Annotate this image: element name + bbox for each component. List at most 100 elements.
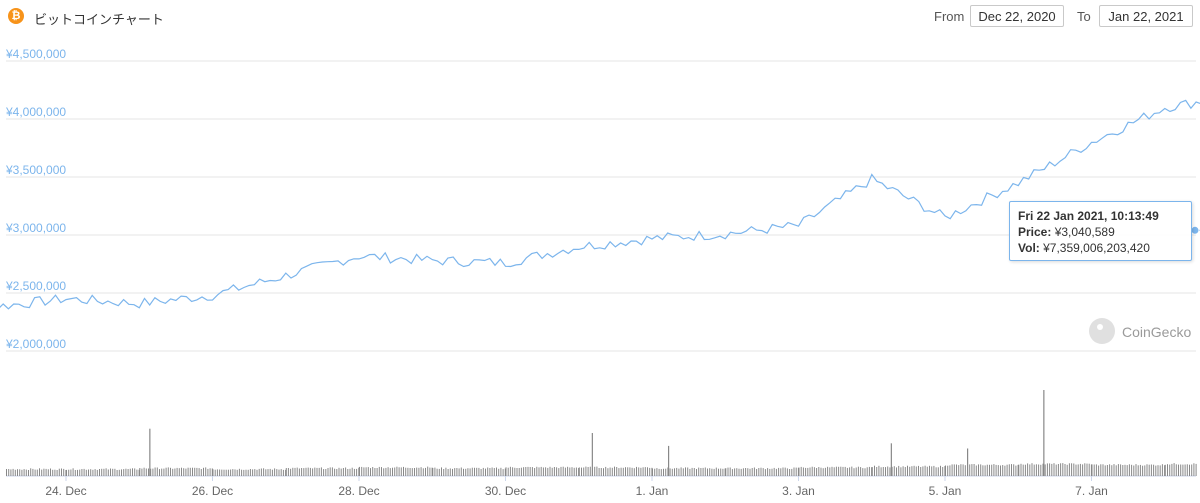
volume-bar <box>1073 463 1075 476</box>
volume-bar <box>687 467 689 476</box>
y-tick-label: ¥4,000,000 <box>5 105 66 119</box>
volume-bar <box>922 466 924 476</box>
volume-bar <box>1169 464 1171 476</box>
volume-bar <box>1006 464 1008 476</box>
volume-bar <box>871 467 873 476</box>
volume-bar <box>1104 465 1106 476</box>
volume-bar <box>891 466 893 476</box>
volume-bar <box>258 468 260 476</box>
volume-bar <box>271 469 273 476</box>
grid-lines <box>6 60 1196 477</box>
volume-bar <box>238 468 240 476</box>
volume-bar <box>567 466 569 476</box>
volume-bar <box>474 467 475 476</box>
volume-bar <box>529 467 531 476</box>
volume-bar <box>387 467 389 476</box>
volume-bar <box>1115 465 1117 476</box>
volume-bar <box>553 467 555 476</box>
to-date-input[interactable]: Jan 22, 2021 <box>1099 5 1193 27</box>
volume-bar <box>1100 464 1102 476</box>
volume-bar <box>915 466 917 476</box>
volume-bar <box>614 466 615 476</box>
volume-bar <box>855 467 857 476</box>
volume-bar <box>764 469 766 476</box>
volume-bar <box>756 469 758 476</box>
volume-bar <box>644 467 646 476</box>
volume-bar <box>432 468 434 476</box>
volume-bar <box>1000 465 1001 476</box>
volume-bar <box>56 470 58 476</box>
volume-bar <box>103 468 105 476</box>
x-tick-label: 5. Jan <box>929 484 962 498</box>
volume-bar <box>207 468 209 476</box>
volume-bar <box>1124 464 1126 476</box>
volume-bar <box>1004 465 1006 476</box>
volume-bar <box>1157 465 1159 476</box>
volume-bar <box>274 468 276 476</box>
volume-bar <box>1144 465 1146 476</box>
volume-bar <box>19 469 21 476</box>
coingecko-watermark: CoinGecko <box>1089 318 1191 344</box>
volume-bar <box>1066 464 1068 476</box>
volume-bar <box>434 467 436 476</box>
volume-bar <box>1173 463 1175 476</box>
volume-bar <box>720 468 722 476</box>
volume-bar <box>889 467 891 476</box>
volume-bar <box>1051 463 1053 476</box>
volume-bar <box>74 470 76 476</box>
volume-bar <box>882 467 884 476</box>
volume-bar <box>573 467 575 476</box>
volume-bar <box>241 469 243 476</box>
volume-bar <box>314 467 316 476</box>
volume-bar <box>549 466 551 476</box>
volume-bar <box>1002 465 1004 476</box>
volume-bar <box>758 468 760 476</box>
volume-bar <box>363 467 365 476</box>
volume-bar <box>498 468 500 476</box>
volume-bar <box>1195 463 1197 476</box>
volume-bar <box>876 467 878 476</box>
volume-bar <box>945 465 946 476</box>
volume-bar <box>971 464 973 476</box>
volume-bar <box>505 467 507 476</box>
volume-bar <box>702 467 704 476</box>
volume-bar <box>161 468 163 476</box>
volume-bar <box>1057 464 1059 476</box>
volume-bar <box>247 469 249 476</box>
volume-bar <box>556 467 558 476</box>
volume-bar <box>975 465 977 476</box>
volume-bar <box>327 468 329 476</box>
volume-bar <box>345 467 347 476</box>
volume-bar <box>698 467 700 476</box>
volume-bar <box>700 468 702 476</box>
volume-bar <box>1167 464 1168 476</box>
volume-bar <box>658 468 660 476</box>
volume-bar <box>176 467 178 476</box>
volume-bar <box>813 467 815 476</box>
from-date-input[interactable]: Dec 22, 2020 <box>970 5 1064 27</box>
volume-bar <box>1093 464 1095 476</box>
volume-spike <box>591 433 593 476</box>
volume-bar <box>1184 464 1186 476</box>
from-label: From <box>934 9 965 24</box>
volume-bar <box>1046 463 1048 476</box>
volume-bar <box>536 466 538 476</box>
volume-bar <box>58 468 60 476</box>
tooltip-title: Fri 22 Jan 2021, 10:13:49 <box>1018 209 1159 223</box>
volume-bar <box>1008 464 1010 476</box>
volume-bar <box>831 466 833 476</box>
volume-bar <box>212 469 214 476</box>
volume-bar <box>303 468 305 476</box>
volume-bar <box>431 467 433 476</box>
volume-bar <box>219 469 221 476</box>
volume-bar <box>47 469 49 476</box>
volume-bar <box>589 466 591 476</box>
volume-bar <box>734 468 736 476</box>
volume-bar <box>356 468 358 476</box>
volume-bar <box>809 467 811 476</box>
volume-bar <box>52 469 54 476</box>
volume-bar <box>958 465 960 476</box>
volume-bar <box>14 469 16 476</box>
volume-bar <box>77 469 78 476</box>
